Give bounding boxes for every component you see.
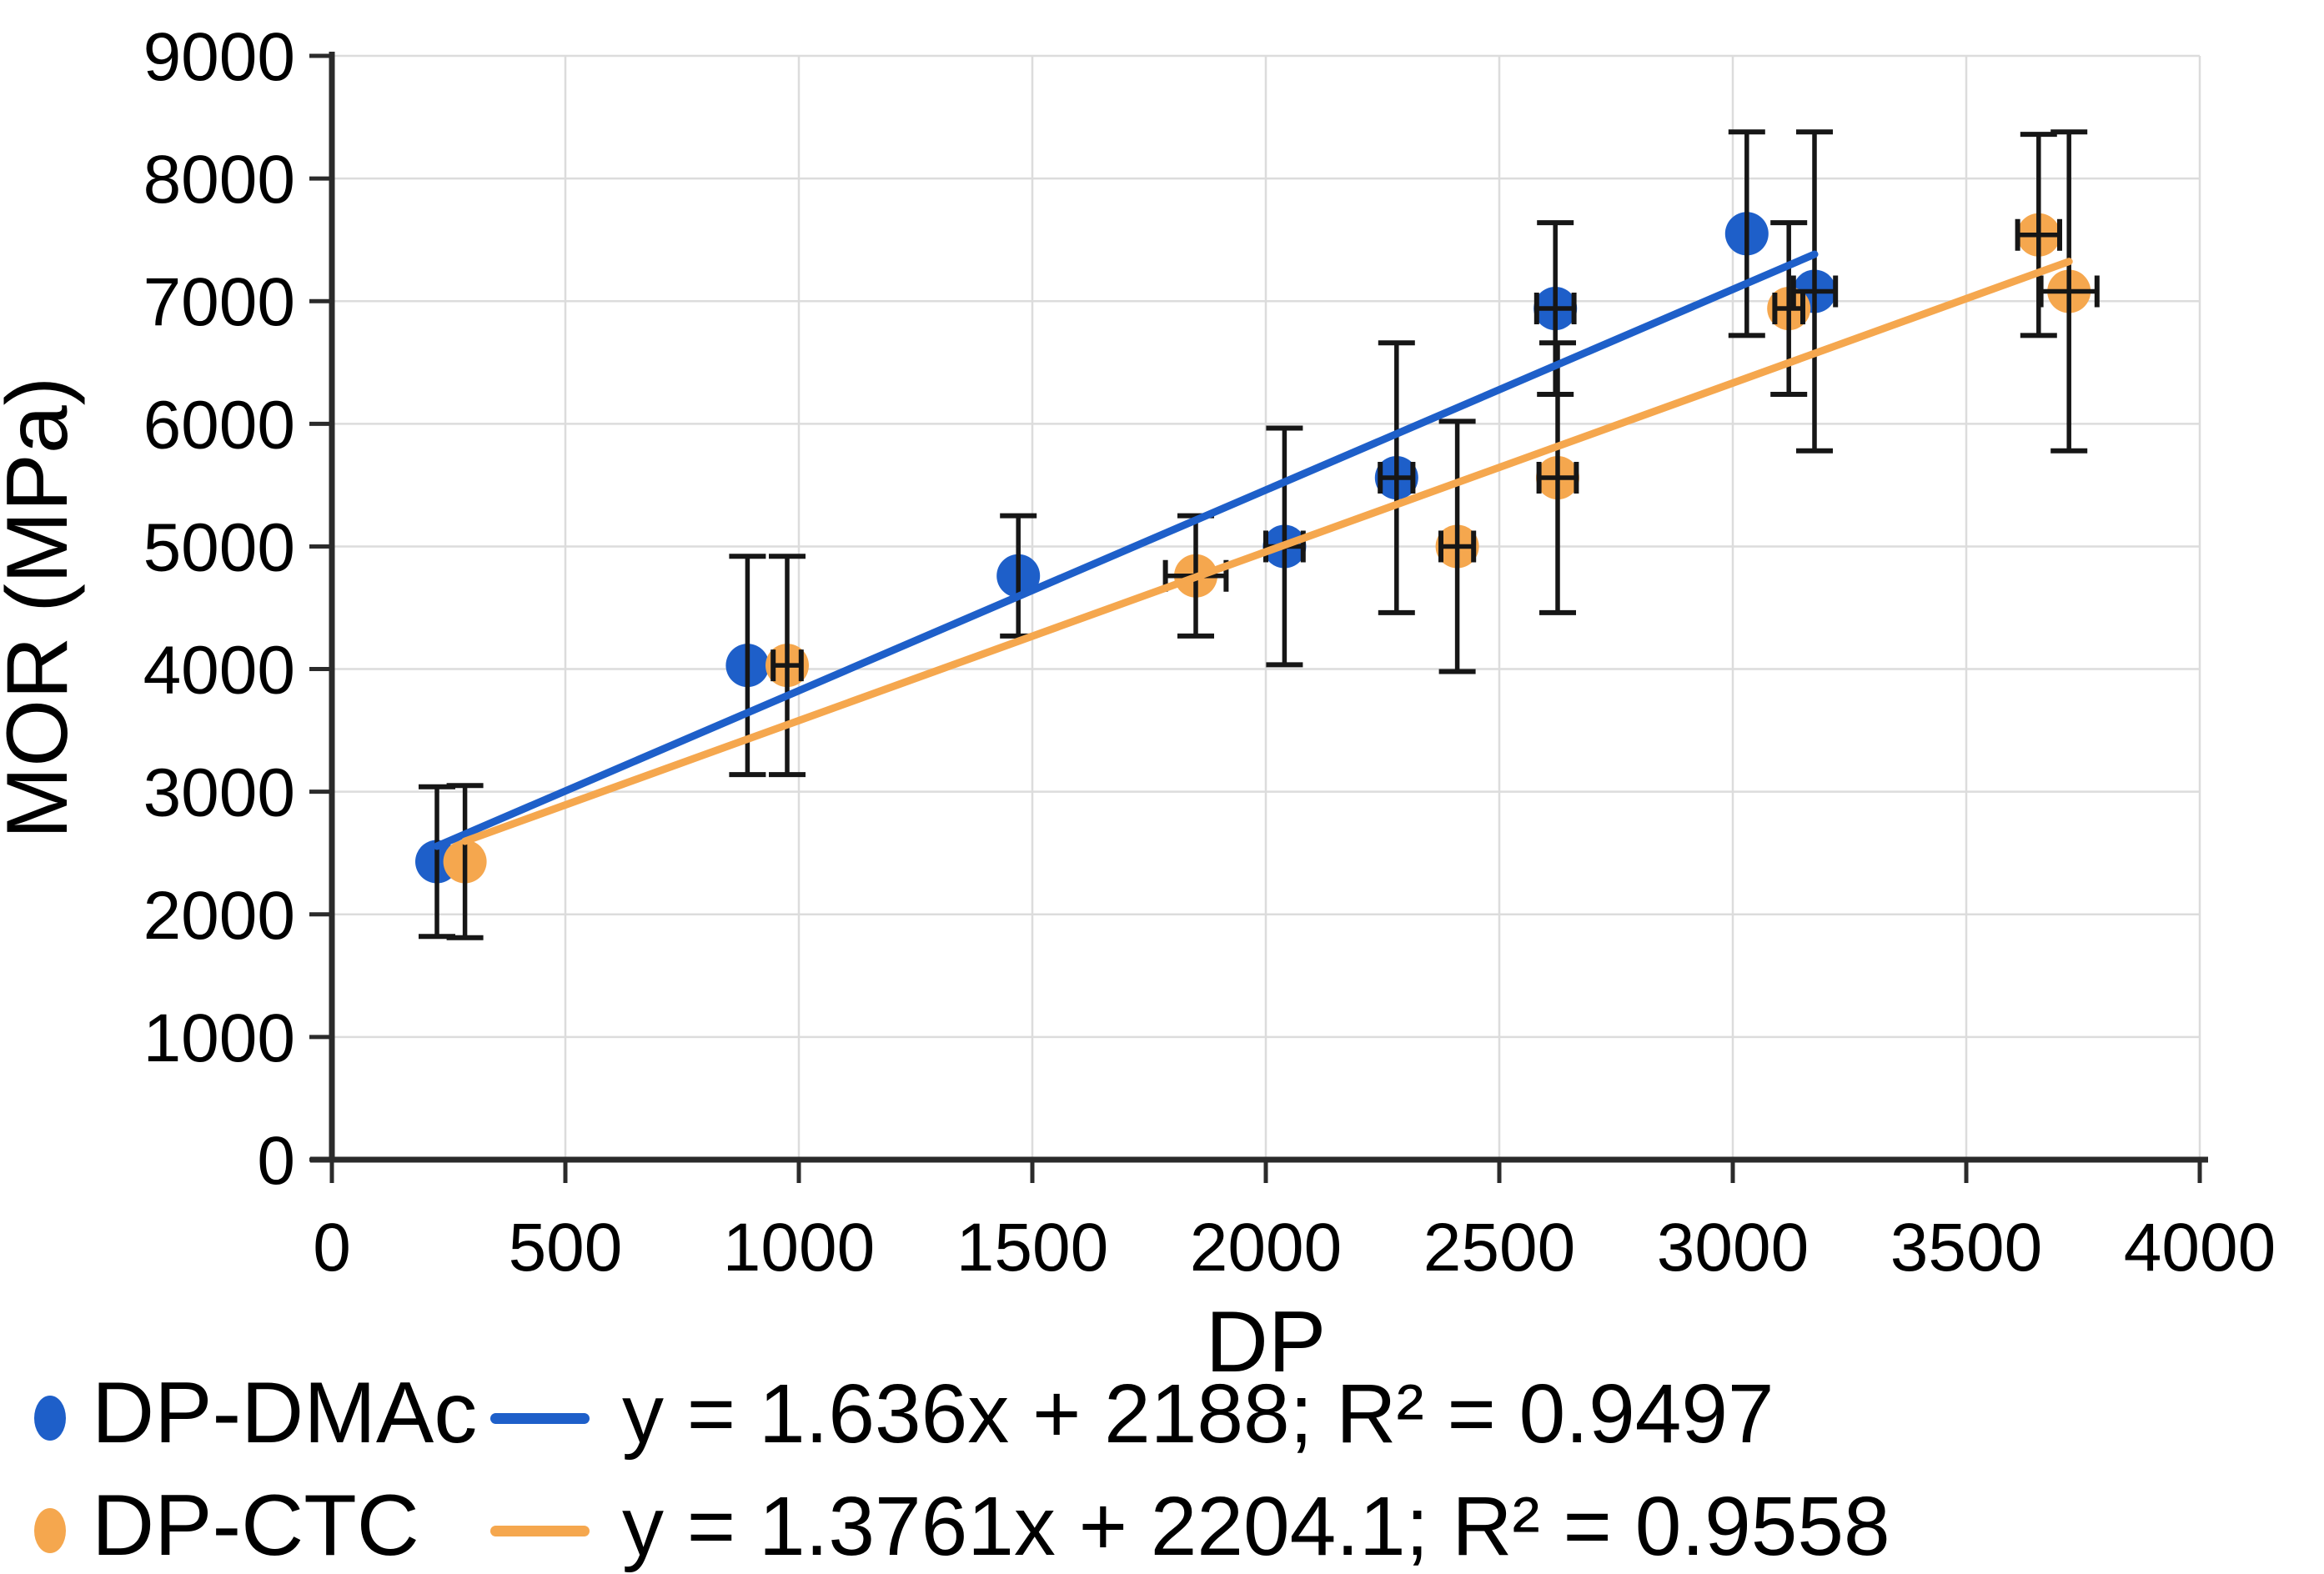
x-tick-label: 500: [509, 1210, 623, 1286]
x-axis-title: DP: [1205, 1294, 1327, 1391]
x-tick-label: 2500: [1423, 1210, 1575, 1286]
legend-label-dp-dmac: DP-DMAc: [92, 1365, 478, 1461]
y-tick-label: 5000: [143, 509, 295, 585]
y-tick-label: 3000: [143, 755, 295, 831]
y-tick-label: 7000: [143, 264, 295, 340]
y-axis-title: MOR (MPa): [0, 376, 86, 840]
y-tick-label: 2000: [143, 878, 295, 954]
legend-line-swatch-dp-ctc: [490, 1526, 590, 1536]
x-tick-label: 0: [313, 1210, 351, 1286]
trendline-DP-DMAc: [433, 250, 1819, 850]
y-tick-label: 4000: [143, 633, 295, 709]
legend-line-swatch-dp-dmac: [490, 1413, 590, 1424]
x-tick-label: 3500: [1890, 1210, 2042, 1286]
y-tick-label: 8000: [143, 142, 295, 218]
legend-marker-dp-ctc: [34, 1508, 66, 1553]
x-tick-label: 1500: [956, 1210, 1108, 1286]
y-tick-label: 0: [257, 1123, 295, 1199]
y-tick-label: 1000: [143, 1000, 295, 1076]
legend-equation-dp-dmac: y = 1.636x + 2188; R² = 0.9497: [622, 1367, 1774, 1461]
x-tick-label: 2000: [1190, 1210, 1342, 1286]
y-tick-label: 6000: [143, 387, 295, 463]
x-tick-label: 1000: [723, 1210, 875, 1286]
x-tick-label: 4000: [2124, 1210, 2276, 1286]
legend-label-dp-ctc: DP-CTC: [92, 1477, 419, 1574]
legend-marker-dp-dmac: [34, 1396, 66, 1441]
legend-equation-dp-ctc: y = 1.3761x + 2204.1; R² = 0.9558: [622, 1480, 1890, 1573]
y-tick-label: 9000: [143, 19, 295, 95]
x-tick-label: 3000: [1657, 1210, 1809, 1286]
trendline-DP-CTC: [461, 258, 2073, 845]
